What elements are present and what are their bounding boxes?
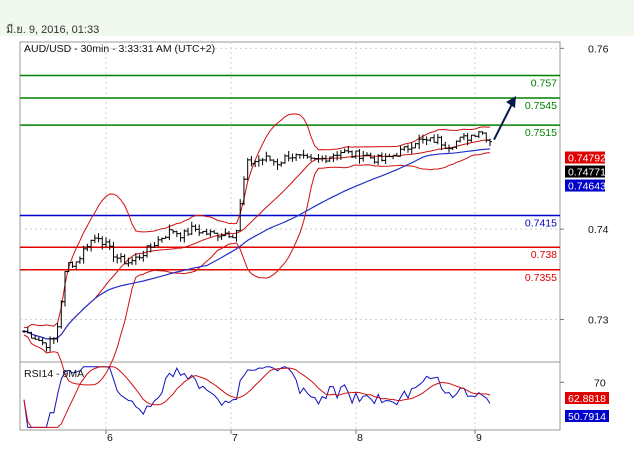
level-label: 0.757: [531, 77, 557, 89]
x-tick-label: 9: [476, 432, 482, 444]
price-tag: [565, 179, 605, 192]
price-tag: [565, 165, 605, 178]
chart-title: AUD/USD - 30min - 3:33:31 AM (UTC+2): [24, 43, 215, 55]
rsi-tag-label: 62.8818: [568, 393, 606, 405]
price-tag: [565, 151, 605, 164]
level-label: 0.7415: [525, 218, 557, 230]
bollinger-upper: [23, 113, 490, 329]
moving-average: [23, 148, 491, 340]
y-tick-label: 0.76: [588, 43, 609, 55]
rsi-tick-label: 70: [594, 377, 606, 389]
x-tick-label: 7: [232, 432, 238, 444]
rsi-tag: [565, 392, 609, 404]
y-tick-label: 0.74: [588, 224, 609, 236]
header-timestamp: มี.ย. 9, 2016, 01:33: [6, 24, 100, 36]
level-label: 0.7355: [525, 272, 557, 284]
rsi-ma-line: [23, 366, 491, 428]
x-tick-label: 8: [357, 432, 363, 444]
header-bar: [0, 0, 634, 36]
level-label: 0.7545: [525, 100, 557, 112]
price-tag-label: 0.74771: [568, 167, 606, 179]
rsi-label: RSI14 - 9MA: [24, 368, 84, 380]
bollinger-lower: [23, 152, 491, 386]
plot-frame: [19, 41, 561, 431]
forecast-arrow-head: [506, 96, 516, 109]
y-tick-label: 0.73: [588, 315, 609, 327]
price-tag-label: 0.74643: [568, 181, 606, 193]
price-tag-label: 0.74792: [568, 153, 606, 165]
rsi-tag-label: 50.7914: [568, 411, 606, 423]
x-tick-label: 6: [107, 432, 113, 444]
level-label: 0.738: [531, 249, 557, 261]
level-label: 0.7515: [525, 127, 557, 139]
rsi-tag: [565, 410, 609, 422]
forecast-arrow: [493, 103, 513, 141]
bollinger-middle: [23, 139, 491, 340]
